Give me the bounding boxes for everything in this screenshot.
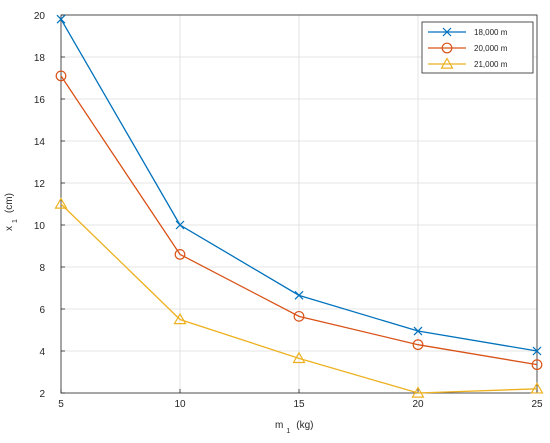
axis-ticks: 5 10 15 20 25 2 4 6 8 10 12 14 16 18 20 [34,11,543,410]
x-tick-label: 25 [531,399,543,410]
legend-item: 20,000 m [428,42,508,54]
legend-label: 18,000 m [474,28,508,37]
series-line [60,75,538,366]
legend-item: 18,000 m [428,27,508,37]
legend-label: 21,000 m [474,60,508,69]
y-tick-label: 8 [39,263,45,274]
legend-marker [440,57,454,69]
series-3 [54,197,544,398]
x-tick-label: 10 [174,399,186,410]
data-point [175,220,185,230]
data-point [413,326,423,336]
data-point [56,14,66,24]
data-point [412,339,424,351]
x-axis-label-main: m [275,420,283,431]
data-point [292,351,306,364]
x-tick-label: 20 [412,399,424,410]
data-point [173,312,187,325]
y-tick-label: 4 [39,347,45,358]
y-tick-label: 12 [34,179,46,190]
x-tick-label: 5 [58,399,64,410]
y-tick-label: 20 [34,11,46,22]
series-1 [56,14,542,356]
y-axis-label: x 1 (cm) [4,193,19,231]
data-point [530,382,544,394]
y-axis-label-sub: 1 [12,219,19,223]
y-tick-label: 6 [39,305,45,316]
data-point [532,346,542,356]
y-axis-label-unit: (cm) [4,193,15,213]
x-axis-label-unit: (kg) [296,420,313,431]
data-point [55,70,67,82]
x-tick-label: 15 [293,399,305,410]
data-point [531,359,543,371]
y-tick-label: 14 [34,137,46,148]
y-tick-label: 16 [34,95,46,106]
data-point [54,197,68,209]
y-axis-label-main: x [4,226,15,231]
data-point [174,248,186,260]
series [54,14,544,398]
series-line [60,203,538,394]
data-point [294,290,304,300]
x-axis-label-sub: 1 [286,428,290,435]
x-axis-label: m1 (kg) [275,420,313,435]
legend: 18,000 m 20,000 m 21,000 m [421,21,534,74]
series-2 [55,70,543,371]
legend-marker [441,42,453,54]
legend-item: 21,000 m [428,57,508,69]
y-axis-label-text: x 1 (cm) [4,193,19,231]
data-point [293,310,305,322]
legend-label: 20,000 m [474,44,508,53]
data-point [411,386,425,398]
y-tick-label: 10 [34,221,46,232]
legend-marker [442,27,452,37]
y-tick-label: 18 [34,53,46,64]
y-tick-label: 2 [39,389,45,400]
